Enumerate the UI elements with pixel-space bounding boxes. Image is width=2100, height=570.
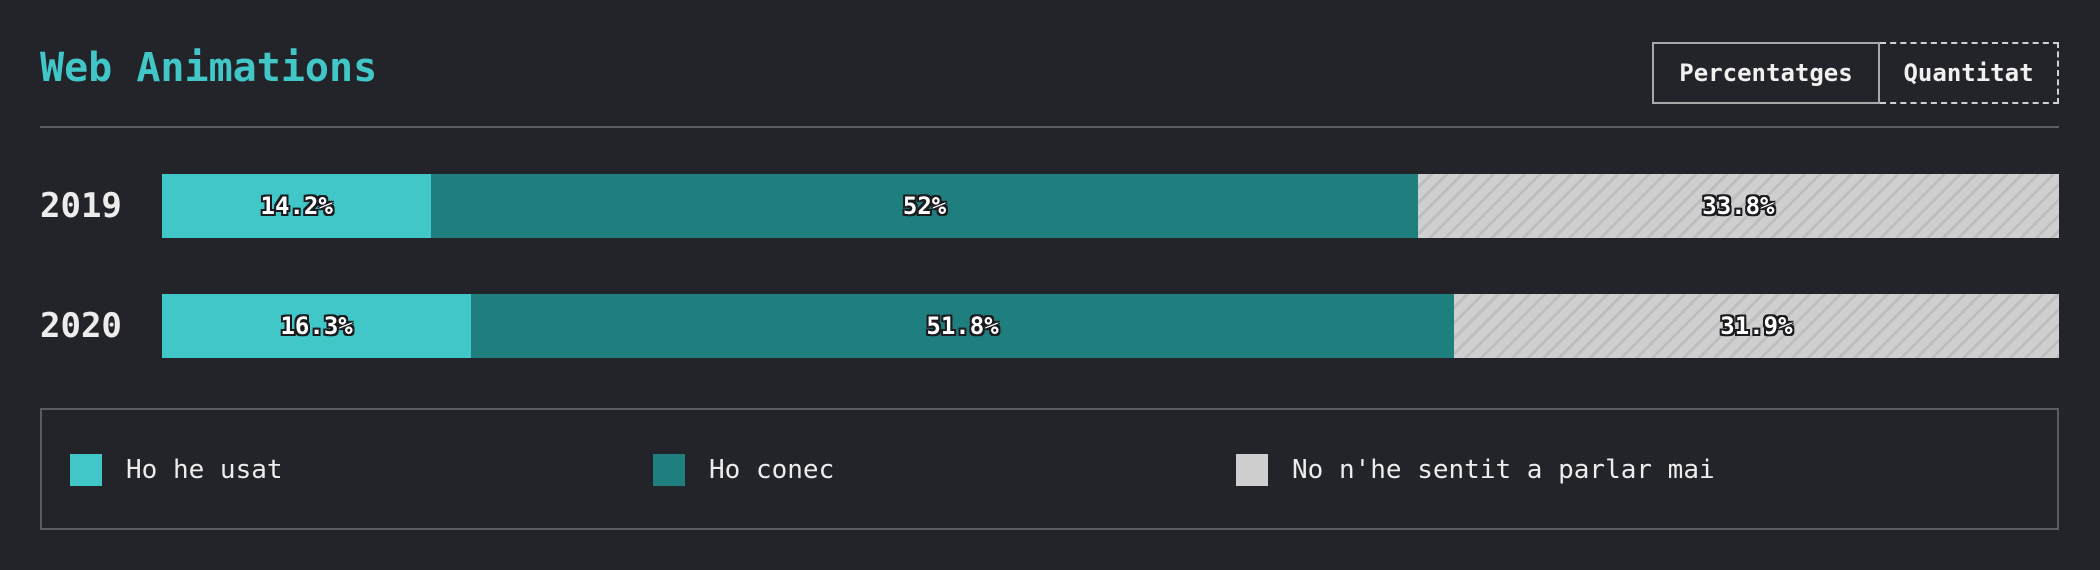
segment-value-label: 52% [902,192,947,220]
legend-item-heard[interactable]: Ho conec [653,454,834,486]
legend-label: Ho he usat [126,455,283,485]
legend-item-used[interactable]: Ho he usat [70,454,283,486]
legend-swatch [1236,454,1268,486]
chart-legend: Ho he usat Ho conec No n'he sentit a par… [40,408,2059,530]
row-label-2019: 2019 [40,186,122,226]
segment-heard[interactable]: 51.8% [471,294,1454,358]
header-divider [40,126,2059,128]
chart-title: Web Animations [40,45,378,91]
segment-value-label: 31.9% [1720,312,1793,340]
bar-row-2019: 14.2% 52% 33.8% [162,174,2059,238]
quantity-button[interactable]: Quantitat [1880,42,2059,104]
bar-row-2020: 16.3% 51.8% 31.9% [162,294,2059,358]
segment-value-label: 33.8% [1702,192,1775,220]
legend-label: No n'he sentit a parlar mai [1292,455,1715,485]
segment-value-label: 16.3% [280,312,353,340]
segment-never[interactable]: 33.8% [1417,174,2059,238]
legend-swatch [653,454,685,486]
segment-used[interactable]: 14.2% [162,174,432,238]
segment-value-label: 14.2% [260,192,333,220]
segment-value-label: 51.8% [926,312,999,340]
segment-heard[interactable]: 52% [431,174,1418,238]
legend-label: Ho conec [709,455,835,485]
segment-used[interactable]: 16.3% [162,294,472,358]
row-label-2020: 2020 [40,306,122,346]
legend-item-never[interactable]: No n'he sentit a parlar mai [1236,454,1715,486]
unit-toggle: Percentatges Quantitat [1652,42,2059,104]
percentages-button[interactable]: Percentatges [1652,42,1880,104]
legend-swatch [70,454,102,486]
segment-never[interactable]: 31.9% [1453,294,2059,358]
